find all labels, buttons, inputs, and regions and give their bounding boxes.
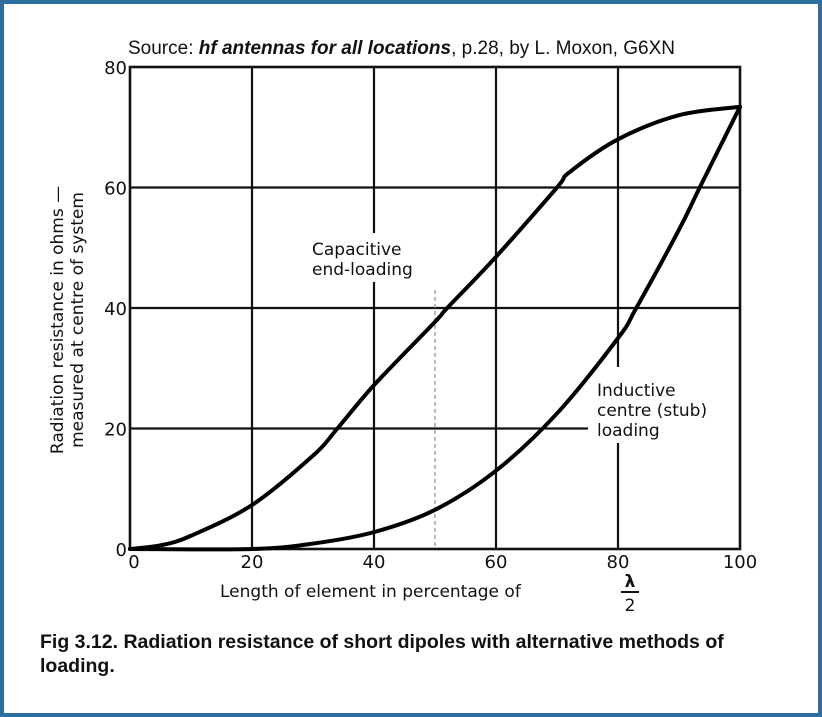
x-tick-label: 60 <box>485 552 508 573</box>
annotation-capacitive: Capacitive <box>312 240 401 260</box>
y-tick-label: 0 <box>116 540 127 561</box>
y-axis-label: Radiation resistance in ohms — <box>48 186 68 454</box>
x-tick-label: 20 <box>241 552 264 573</box>
annotation-inductive: Inductive <box>597 381 676 401</box>
series-line-capacitive <box>128 104 742 551</box>
chart: Source: hf antennas for all locations, p… <box>48 38 757 616</box>
x-tick-label: 0 <box>128 552 139 573</box>
y-axis-label: measured at centre of system <box>68 192 88 448</box>
y-tick-label: 60 <box>104 179 127 200</box>
x-axis-label-numerator: λ <box>625 572 636 592</box>
y-tick-label: 80 <box>104 58 127 79</box>
annotation-inductive: loading <box>597 421 660 441</box>
x-tick-label: 100 <box>723 552 757 573</box>
annotation-inductive: centre (stub) <box>597 401 707 421</box>
series-line-inductive <box>128 104 742 552</box>
figure-caption: Fig 3.12. Radiation resistance of short … <box>40 631 724 677</box>
x-tick-label: 80 <box>607 552 630 573</box>
annotation-capacitive: end-loading <box>312 260 413 280</box>
y-tick-label: 20 <box>104 420 127 441</box>
x-tick-label: 40 <box>363 552 386 573</box>
source-line: Source: hf antennas for all locations, p… <box>128 38 675 59</box>
x-axis-label-denominator: 2 <box>625 596 636 616</box>
y-tick-label: 40 <box>104 299 127 320</box>
x-axis-label: Length of element in percentage of <box>220 582 522 602</box>
